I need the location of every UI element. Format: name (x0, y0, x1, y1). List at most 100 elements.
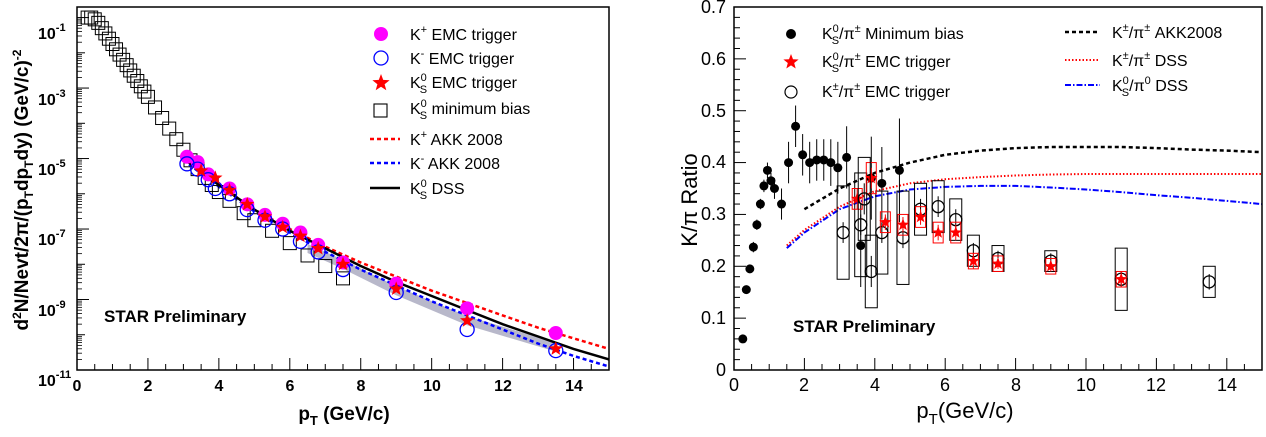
point-emcpm (931, 199, 945, 214)
curve-dss0 (786, 184, 1262, 249)
point-k0mb (155, 111, 170, 126)
left-points (80, 10, 564, 359)
point-k0s (275, 219, 290, 234)
legend-marker-emcpm (784, 85, 798, 99)
legend-marker-mb (786, 29, 796, 39)
legend-marker-k0s (372, 74, 390, 91)
point-emc0 (851, 192, 864, 205)
point-kminus (207, 180, 223, 197)
right-x-tick-labels: 0 2 4 6 8 10 12 14 (729, 375, 1237, 395)
legend-label-akk: K±/π± AKK2008 (1112, 22, 1222, 42)
sys-box-emc0 (992, 255, 1004, 272)
point-k0mb (140, 89, 155, 104)
left-xtick-6: 12 (494, 378, 512, 395)
sys-box-emc0 (897, 213, 909, 236)
right-xtick-4: 8 (1011, 375, 1021, 395)
point-k0mb (300, 248, 315, 263)
point-mb (805, 158, 815, 168)
legend-label-k0s: K0 S EMC trigger (410, 72, 518, 96)
point-emc0 (967, 254, 980, 267)
point-k0mb (109, 42, 124, 57)
right-points (738, 105, 1216, 344)
right-ytick-1: 0.1 (701, 308, 726, 328)
left-ytick-5: 10-11 (38, 369, 71, 390)
right-xtick-5: 10 (1076, 375, 1096, 395)
point-mb (766, 176, 776, 186)
point-emc0 (991, 257, 1005, 269)
left-ytick-4: 10-9 (38, 299, 66, 320)
legend-label-akk-plus: K+ AKK 2008 (410, 129, 503, 149)
legend-marker-k0mb (373, 103, 388, 118)
point-mb (819, 155, 829, 165)
right-xtick-0: 0 (729, 375, 739, 395)
left-legend: K+ EMC trigger K- EMC trigger K0 S EMC tr… (370, 24, 530, 202)
right-legend: K0 S/π± Minimum bias K0 S/π± EMC trigger K… (783, 22, 1222, 101)
left-annotation: STAR Preliminary (104, 307, 247, 326)
right-xtick-7: 14 (1217, 375, 1237, 395)
legend-label-akk-minus: K- AKK 2008 (410, 153, 500, 173)
point-k0mb (116, 52, 131, 67)
point-k0mb (265, 223, 280, 238)
point-k0s (257, 209, 273, 223)
point-emc0 (865, 171, 878, 184)
left-ytick-2: 10-5 (38, 158, 66, 179)
left-xtick-5: 10 (423, 378, 441, 395)
right-y-tick-labels: 0 0.1 0.2 0.3 0.4 0.5 0.6 0.7 (701, 0, 726, 380)
right-ytick-3: 0.3 (701, 204, 726, 224)
curve-akk (803, 145, 1262, 211)
point-mb (738, 334, 748, 344)
legend-label-k0mb: K0 S minimum bias (410, 98, 530, 122)
left-curves (182, 157, 609, 368)
point-mb (762, 165, 772, 175)
left-x-tick-labels: 0 2 4 6 8 10 12 14 (73, 378, 583, 395)
point-k0s (240, 196, 255, 211)
right-xtick-1: 2 (799, 375, 809, 395)
point-k0mb (126, 68, 141, 83)
legend-label-mb: K0 S/π± Minimum bias (822, 23, 964, 47)
left-xtick-1: 2 (144, 378, 153, 395)
point-mb (812, 155, 822, 165)
point-k0mb (101, 31, 116, 46)
point-emc0 (879, 215, 892, 228)
point-k0s (208, 170, 223, 184)
right-ytick-6: 0.6 (701, 49, 726, 69)
right-chart: 0 0.1 0.2 0.3 0.4 0.5 0.6 0.7 0 2 4 6 8 … (677, 0, 1263, 428)
legend-label-emc0: K0 S/π± EMC trigger (822, 51, 951, 75)
point-mb (826, 158, 836, 168)
left-xtick-4: 8 (357, 378, 366, 395)
point-mb (842, 152, 852, 162)
legend-label-emcpm: K±/π± EMC trigger (822, 81, 951, 101)
point-mb (748, 242, 758, 252)
point-mb (777, 199, 787, 209)
point-mb (755, 199, 765, 209)
point-emc0 (932, 226, 945, 238)
legend-label-dsspm: K±/π± DSS (1112, 50, 1188, 70)
point-kplus (548, 325, 563, 340)
left-ticks (76, 17, 610, 371)
point-k0mb (130, 74, 145, 89)
point-k0mb (169, 132, 184, 147)
left-y-tick-labels: 10-1 10-3 10-5 10-7 10-9 10-11 (38, 22, 71, 390)
point-k0s (222, 182, 237, 197)
legend-marker-kplus (374, 27, 388, 41)
point-mbopen (864, 264, 878, 279)
right-ytick-5: 0.5 (701, 101, 726, 121)
point-k0s (460, 313, 475, 327)
right-x-axis-title: pT(GeV/c) (916, 398, 1013, 428)
point-mb (791, 121, 801, 131)
left-xtick-0: 0 (73, 378, 82, 395)
point-mb (769, 184, 779, 193)
point-k0s (311, 240, 326, 255)
legend-label-dss0: K0 S/π0 DSS (1112, 75, 1188, 99)
point-k0mb (91, 15, 106, 30)
point-k0mb (112, 47, 127, 62)
sys-box-emc0 (879, 211, 891, 234)
point-k0mb (336, 271, 350, 286)
point-mb (759, 181, 769, 191)
curve-dsspm (786, 173, 1262, 247)
point-k0mb (94, 21, 109, 36)
right-ytick-0: 0 (716, 360, 726, 380)
sys-box-emc0 (1045, 258, 1057, 275)
left-xtick-2: 4 (215, 378, 224, 395)
